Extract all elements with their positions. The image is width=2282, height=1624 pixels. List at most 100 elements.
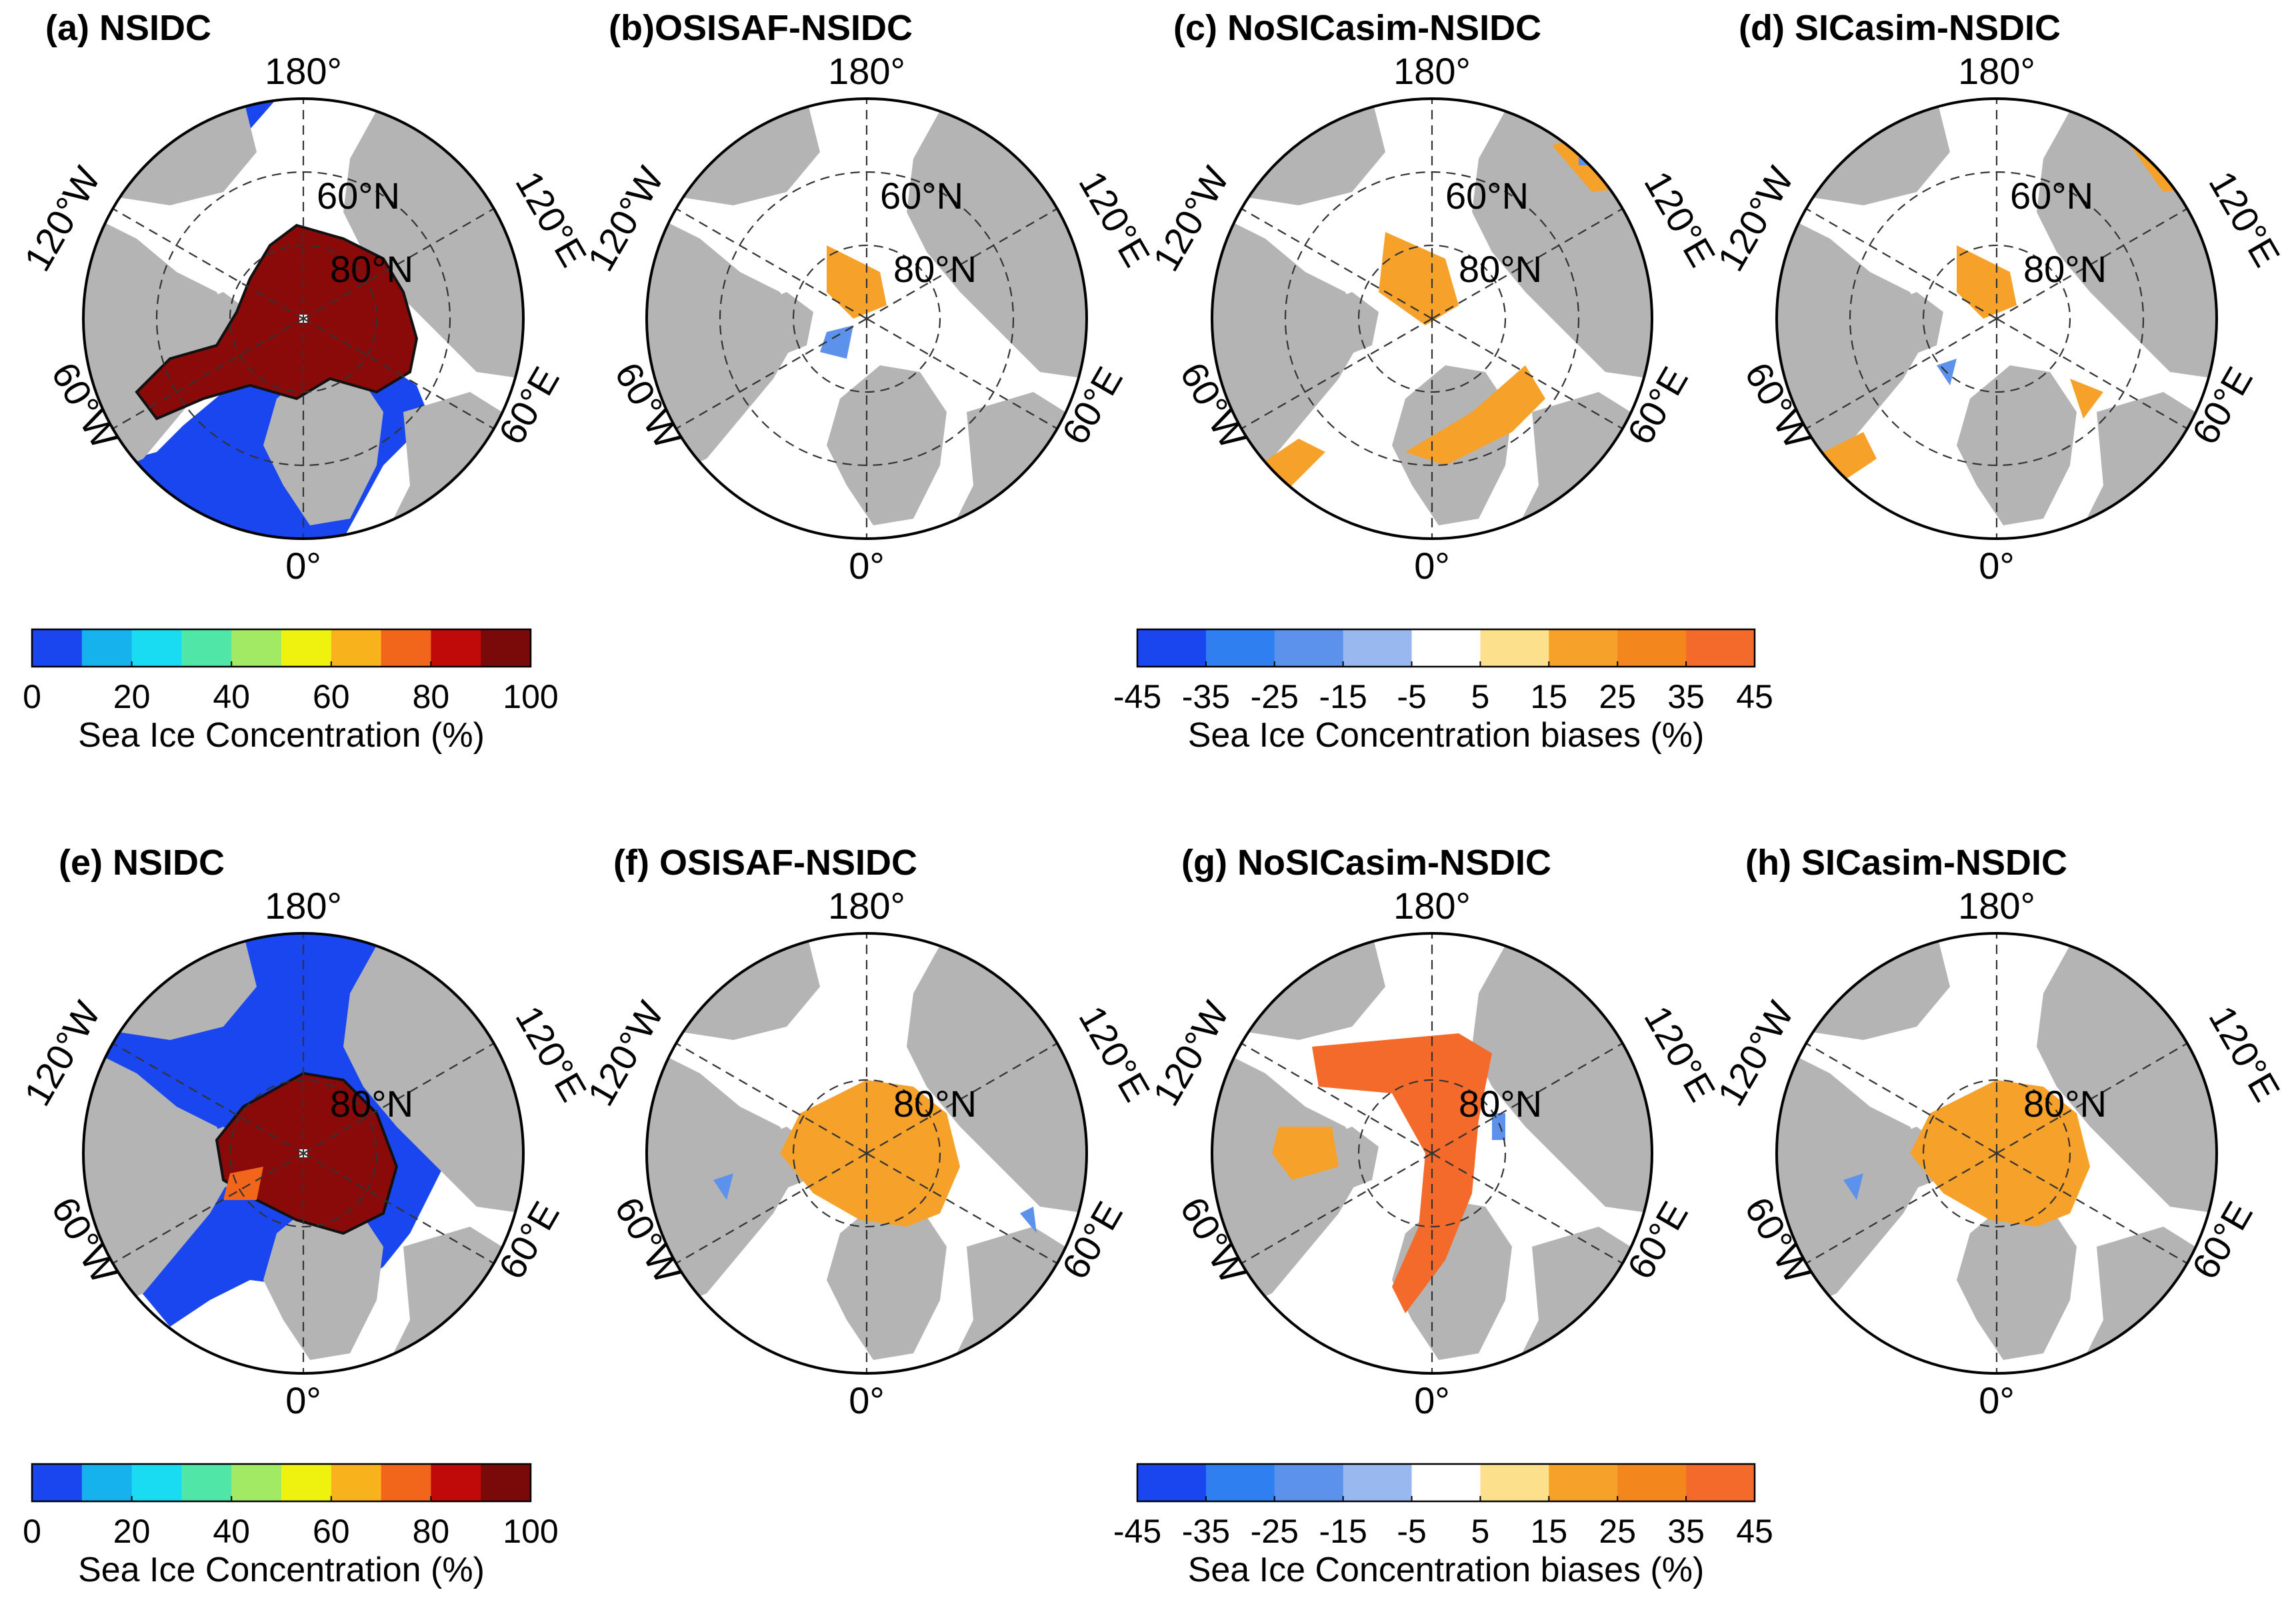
colorbar-swatch xyxy=(381,1464,431,1501)
latitude-label: 80°N xyxy=(893,248,977,290)
meridian-line xyxy=(1431,208,1623,319)
negative-bias-region xyxy=(1579,132,1599,165)
longitude-label: 0° xyxy=(1414,1379,1450,1421)
land-greenland xyxy=(827,1200,947,1360)
meridian-line xyxy=(1805,318,1997,429)
colorbar-swatch xyxy=(32,1464,83,1501)
longitude-label: 180° xyxy=(1958,50,2035,92)
land-canada xyxy=(1212,1047,1365,1320)
land-greenland xyxy=(1957,1200,2077,1360)
land-greenland xyxy=(827,365,947,525)
meridian-line xyxy=(303,318,495,429)
colorbar-tick-label: 15 xyxy=(1531,1513,1568,1550)
negative-bias-region xyxy=(713,1173,733,1200)
positive-bias-region xyxy=(1957,245,2017,319)
panel-title-h: (h) SICasim-NSDIC xyxy=(1745,843,2067,883)
colorbar-tick-label: -5 xyxy=(1397,1513,1426,1550)
positive-bias-region xyxy=(1272,1127,1339,1180)
colorbar-swatch xyxy=(81,1464,133,1501)
latitude-label: 60°N xyxy=(317,175,400,217)
colorbar-swatch xyxy=(281,1464,332,1501)
colorbar-bias-top: -45 -35 -25 -15 -5 5 15 25 35 45 Sea Ice Concentra… xyxy=(1113,628,1773,755)
latitude-label: 80°N xyxy=(1459,1083,1542,1125)
colorbar-tick-label: 100 xyxy=(503,678,558,715)
colorbar-swatch xyxy=(1205,629,1275,667)
map-boundary xyxy=(1211,97,1653,540)
land-greenland xyxy=(263,365,383,525)
meridian-line xyxy=(303,1153,495,1264)
colorbar-tick-label: -45 xyxy=(1113,678,1161,715)
colorbar-swatch xyxy=(1205,1464,1275,1501)
meridian-line xyxy=(1241,1043,1433,1154)
meridian-line xyxy=(1431,1043,1623,1154)
colorbar-tick-label: 0 xyxy=(23,678,41,715)
colorbar-tick-label: -5 xyxy=(1397,678,1426,715)
positive-bias-region xyxy=(827,245,887,319)
latitude-label: 80°N xyxy=(330,1083,413,1125)
meridian-line xyxy=(1241,1153,1433,1264)
colorbar-swatch xyxy=(1343,1464,1413,1501)
colorbar-frame xyxy=(1136,1463,1756,1503)
longitude-label: 0° xyxy=(1979,1379,2015,1421)
colorbar-swatch xyxy=(1549,629,1618,667)
positive-bias-region xyxy=(780,1080,960,1227)
meridian-line xyxy=(866,1043,1058,1154)
colorbar-title: Sea Ice Concentration (%) xyxy=(78,716,485,755)
meridian-line xyxy=(866,1153,1058,1264)
meridian-line xyxy=(866,208,1058,319)
positive-bias-region xyxy=(1910,1080,2090,1227)
latitude-circle xyxy=(1922,1079,2071,1228)
meridian-line xyxy=(112,1043,304,1154)
colorbar-swatch xyxy=(181,629,232,667)
positive-bias-region xyxy=(1312,1033,1492,1313)
latitude-circle xyxy=(155,171,451,467)
colorbar-frame xyxy=(1136,628,1756,668)
colorbar-swatch xyxy=(431,629,481,667)
colorbar-swatch xyxy=(1686,629,1755,667)
colorbar-tick-label: -15 xyxy=(1319,1513,1367,1550)
colorbar-tick-label: 80 xyxy=(413,678,450,715)
colorbar-swatch xyxy=(1137,1464,1207,1501)
longitude-label: 180° xyxy=(265,50,342,92)
latitude-circle xyxy=(229,1079,378,1228)
longitude-label: 180° xyxy=(265,885,342,927)
longitude-label: 180° xyxy=(828,50,905,92)
colorbar-swatch xyxy=(1480,629,1549,667)
meridian-line xyxy=(1996,208,2188,319)
latitude-circle xyxy=(229,244,378,393)
colorbar-bias-bottom: -45 -35 -25 -15 -5 5 15 25 35 45 Sea Ice Concentra… xyxy=(1113,1463,1773,1589)
land-canada xyxy=(83,1047,237,1320)
colorbar-swatch xyxy=(1411,629,1481,667)
colorbar-tick-label: 60 xyxy=(313,1513,350,1550)
latitude-label: 80°N xyxy=(893,1083,977,1125)
meridian-line xyxy=(866,318,1058,429)
meridian-line xyxy=(112,318,304,429)
colorbar-swatch xyxy=(1686,1464,1755,1501)
meridian-line xyxy=(675,1043,867,1154)
colorbar-tick-label: 45 xyxy=(1736,678,1773,715)
longitude-label: 120°E xyxy=(2201,999,2282,1108)
meridian-line xyxy=(675,208,867,319)
colorbar-swatch xyxy=(231,1464,282,1501)
colorbar-swatch xyxy=(281,629,332,667)
colorbar-tick-label: 60 xyxy=(313,678,350,715)
longitude-label: 180° xyxy=(828,885,905,927)
panel-title-f: (f) OSISAF-NSIDC xyxy=(613,843,917,883)
map-boundary xyxy=(1211,932,1653,1375)
longitude-label: 0° xyxy=(1414,545,1450,587)
colorbar-swatch xyxy=(331,629,382,667)
meridian-line xyxy=(1431,1153,1623,1264)
colorbar-tick-label: 5 xyxy=(1471,678,1490,715)
latitude-circle xyxy=(1357,1079,1507,1228)
latitude-label: 60°N xyxy=(2010,175,2093,217)
colorbar-abs-top: 0 20 40 60 80 100 Sea Ice Concentration (%) xyxy=(23,628,559,755)
negative-bias-region xyxy=(1020,1207,1037,1233)
colorbar-tick-label: 20 xyxy=(113,1513,151,1550)
panel-title-e: (e) NSIDC xyxy=(59,843,225,883)
colorbar-swatch xyxy=(1274,629,1344,667)
panel-title-g: (g) NoSICasim-NSDIC xyxy=(1181,843,1551,883)
